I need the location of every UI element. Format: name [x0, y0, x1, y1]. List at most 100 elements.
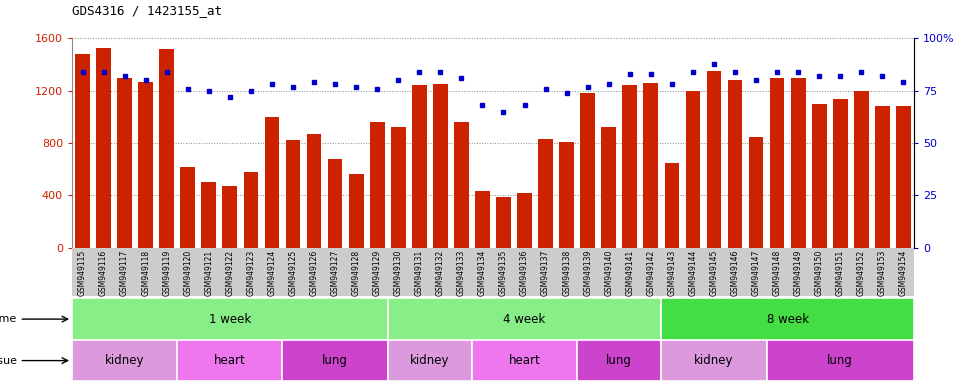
Bar: [664, 163, 680, 248]
Bar: [643, 83, 659, 248]
Bar: [791, 78, 805, 248]
Text: GSM949130: GSM949130: [394, 250, 403, 296]
Bar: [180, 167, 195, 248]
Bar: [388, 340, 472, 381]
Text: lung: lung: [607, 354, 633, 367]
Text: GSM949150: GSM949150: [815, 250, 824, 296]
Bar: [896, 106, 911, 248]
Bar: [159, 49, 174, 248]
Bar: [117, 78, 132, 248]
Bar: [661, 298, 914, 340]
Text: GDS4316 / 1423155_at: GDS4316 / 1423155_at: [72, 4, 222, 17]
Bar: [601, 127, 616, 248]
Bar: [728, 80, 742, 248]
Bar: [661, 340, 767, 381]
Bar: [306, 134, 322, 248]
Text: kidney: kidney: [694, 354, 733, 367]
Text: GSM949119: GSM949119: [162, 250, 171, 296]
Bar: [388, 298, 661, 340]
Text: GSM949137: GSM949137: [541, 250, 550, 296]
Bar: [96, 48, 111, 248]
Bar: [223, 186, 237, 248]
Text: GSM949151: GSM949151: [836, 250, 845, 296]
Bar: [178, 340, 282, 381]
Text: kidney: kidney: [105, 354, 144, 367]
Text: 1 week: 1 week: [208, 313, 251, 326]
Text: GSM949131: GSM949131: [415, 250, 423, 296]
Text: heart: heart: [509, 354, 540, 367]
Bar: [767, 340, 914, 381]
Bar: [707, 71, 721, 248]
Bar: [833, 99, 848, 248]
Text: GSM949123: GSM949123: [247, 250, 255, 296]
Bar: [577, 340, 661, 381]
Text: GSM949153: GSM949153: [877, 250, 887, 296]
Text: GSM949154: GSM949154: [899, 250, 908, 296]
Bar: [391, 127, 406, 248]
Text: GSM949133: GSM949133: [457, 250, 466, 296]
Bar: [286, 141, 300, 248]
Text: GSM949120: GSM949120: [183, 250, 192, 296]
Bar: [854, 91, 869, 248]
Text: GSM949124: GSM949124: [268, 250, 276, 296]
Text: GSM949136: GSM949136: [520, 250, 529, 296]
Text: GSM949128: GSM949128: [351, 250, 361, 296]
Bar: [560, 142, 574, 248]
Bar: [412, 86, 426, 248]
Bar: [75, 54, 90, 248]
Text: GSM949144: GSM949144: [688, 250, 697, 296]
Text: GSM949148: GSM949148: [773, 250, 781, 296]
Bar: [282, 340, 388, 381]
Text: GSM949139: GSM949139: [583, 250, 592, 296]
Text: GSM949116: GSM949116: [99, 250, 108, 296]
Text: GSM949146: GSM949146: [731, 250, 739, 296]
Text: kidney: kidney: [410, 354, 449, 367]
Bar: [749, 136, 763, 248]
Text: tissue: tissue: [0, 356, 17, 366]
Text: GSM949132: GSM949132: [436, 250, 444, 296]
Text: GSM949122: GSM949122: [226, 250, 234, 296]
Bar: [685, 91, 700, 248]
Text: GSM949125: GSM949125: [289, 250, 298, 296]
Bar: [244, 172, 258, 248]
Bar: [770, 78, 784, 248]
Text: heart: heart: [214, 354, 246, 367]
Text: GSM949126: GSM949126: [309, 250, 319, 296]
Text: lung: lung: [828, 354, 853, 367]
Text: GSM949152: GSM949152: [857, 250, 866, 296]
Text: GSM949138: GSM949138: [563, 250, 571, 296]
Text: time: time: [0, 314, 17, 324]
Text: 8 week: 8 week: [767, 313, 808, 326]
Text: GSM949145: GSM949145: [709, 250, 718, 296]
Bar: [454, 122, 468, 248]
Text: GSM949127: GSM949127: [330, 250, 340, 296]
Bar: [812, 104, 827, 248]
Bar: [580, 93, 595, 248]
Text: GSM949147: GSM949147: [752, 250, 760, 296]
Text: GSM949121: GSM949121: [204, 250, 213, 296]
Text: GSM949140: GSM949140: [604, 250, 613, 296]
Bar: [265, 117, 279, 248]
Bar: [433, 84, 447, 248]
Text: GSM949134: GSM949134: [478, 250, 487, 296]
Text: GSM949118: GSM949118: [141, 250, 150, 296]
Text: 4 week: 4 week: [503, 313, 545, 326]
Text: GSM949129: GSM949129: [372, 250, 382, 296]
Bar: [472, 340, 577, 381]
Bar: [72, 340, 178, 381]
Text: GSM949141: GSM949141: [625, 250, 635, 296]
Bar: [875, 106, 890, 248]
Bar: [138, 81, 153, 248]
Bar: [517, 193, 532, 248]
Text: GSM949117: GSM949117: [120, 250, 129, 296]
Text: GSM949149: GSM949149: [794, 250, 803, 296]
Bar: [622, 86, 637, 248]
Bar: [72, 298, 388, 340]
Text: GSM949142: GSM949142: [646, 250, 656, 296]
Text: lung: lung: [323, 354, 348, 367]
Bar: [539, 139, 553, 248]
Bar: [370, 122, 385, 248]
Bar: [327, 159, 343, 248]
Text: GSM949135: GSM949135: [499, 250, 508, 296]
Text: GSM949143: GSM949143: [667, 250, 677, 296]
